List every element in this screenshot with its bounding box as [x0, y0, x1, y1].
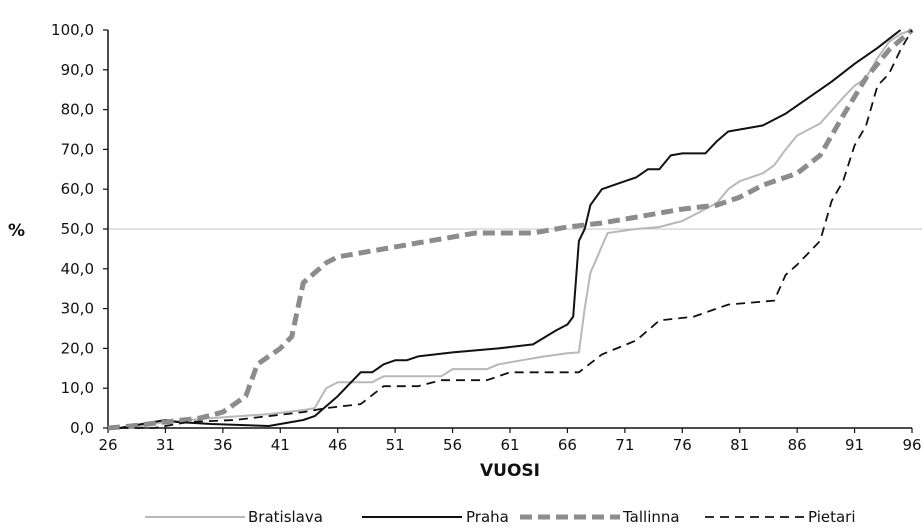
series-line-tallinna	[107, 28, 914, 431]
x-tick-label: 46	[328, 436, 347, 454]
y-tick-label: 90,0	[61, 61, 94, 79]
x-axis-title: VUOSI	[480, 461, 540, 481]
x-tick-label: 66	[558, 436, 577, 454]
y-tick-label: 20,0	[61, 339, 94, 357]
x-tick-label: 96	[902, 436, 921, 454]
y-tick-label: 50,0	[61, 220, 94, 238]
y-tick-label: 100,0	[51, 21, 94, 39]
x-tick-label: 26	[98, 436, 117, 454]
y-tick-label: 60,0	[61, 180, 94, 198]
legend-label-pietari: Pietari	[808, 508, 856, 526]
series-line-praha	[119, 29, 902, 429]
legend-label-bratislava: Bratislava	[248, 508, 323, 526]
series-line-bratislava	[108, 29, 913, 429]
y-tick-label: 0,0	[70, 419, 94, 437]
x-tick-label: 61	[500, 436, 519, 454]
y-tick-label: 30,0	[61, 300, 94, 318]
y-axis-title: %	[8, 221, 25, 241]
legend-label-praha: Praha	[466, 508, 509, 526]
legend: Bratislava Praha Tallinna Pietari	[145, 508, 856, 526]
x-tick-label: 81	[730, 436, 749, 454]
x-tick-label: 41	[271, 436, 290, 454]
x-tick-label: 86	[788, 436, 807, 454]
x-tick-label: 36	[213, 436, 232, 454]
y-ticks: 0,0 10,0 20,0 30,0 40,0 50,0 60,0 70,0 80,0 90,0 1…	[51, 21, 108, 437]
x-tick-label: 76	[673, 436, 692, 454]
legend-label-tallinna: Tallinna	[622, 508, 680, 526]
series-line-pietari	[119, 29, 913, 429]
x-tick-label: 51	[386, 436, 405, 454]
x-tick-label: 56	[443, 436, 462, 454]
x-tick-label: 31	[156, 436, 175, 454]
y-tick-label: 10,0	[61, 379, 94, 397]
series-lines	[107, 28, 914, 431]
y-tick-label: 40,0	[61, 260, 94, 278]
x-tick-label: 91	[845, 436, 864, 454]
x-ticks: 26 31 36 41 46 51 56 61 66 71 76 81 86 91 96	[98, 428, 922, 454]
y-tick-label: 70,0	[61, 140, 94, 158]
x-tick-label: 71	[615, 436, 634, 454]
y-tick-label: 80,0	[61, 101, 94, 119]
